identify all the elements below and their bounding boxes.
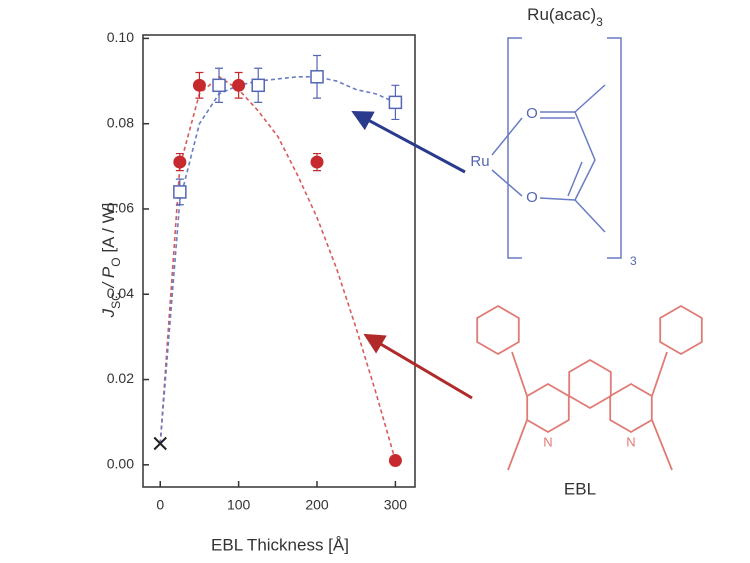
point: [310, 70, 324, 84]
ring: [659, 304, 703, 356]
point: [310, 155, 324, 169]
point: [192, 78, 206, 92]
ring: [476, 304, 520, 356]
structure-title: Ru(acac)3: [527, 5, 603, 29]
ring: [526, 382, 570, 434]
ru-acac-structure: [491, 37, 622, 259]
ring: [568, 358, 612, 410]
y-tick-label: 0.04: [107, 285, 134, 301]
ring: [609, 382, 653, 434]
ebl-structure: [476, 304, 703, 471]
atom-label: Ru: [470, 153, 489, 170]
y-tick-label: 0.10: [107, 29, 134, 45]
subscript-label: 3: [630, 254, 637, 268]
atom-label: O: [526, 189, 538, 206]
y-tick-label: 0.00: [107, 456, 134, 472]
y-label-part: J: [99, 308, 118, 318]
point: [153, 436, 167, 451]
y-label-part: O: [109, 257, 123, 266]
arrow: [363, 333, 473, 400]
x-tick-label: 300: [384, 497, 408, 513]
y-label-part: / P: [99, 266, 118, 292]
y-tick-label: 0.08: [107, 114, 134, 130]
x-axis-label: EBL Thickness [Å]: [211, 535, 349, 554]
y-tick-label: 0.06: [107, 200, 134, 216]
fit-line: [159, 75, 396, 444]
atom-label: O: [526, 105, 538, 122]
structure-label: EBL: [564, 479, 596, 498]
y-axis-label: JSC / PO [A / W]: [99, 203, 123, 319]
title-part: Ru(acac): [527, 5, 596, 24]
point: [388, 454, 402, 468]
x-tick-label: 0: [156, 497, 164, 513]
y-label-part: SC: [109, 292, 123, 309]
point: [212, 78, 226, 93]
arrow: [351, 111, 466, 174]
atom-label: N: [543, 434, 552, 449]
point: [173, 155, 187, 169]
x-tick-label: 200: [305, 497, 329, 513]
point: [388, 95, 403, 110]
atom-label: N: [626, 434, 635, 449]
point: [173, 185, 187, 199]
title-part: 3: [596, 15, 603, 29]
y-tick-label: 0.02: [107, 370, 134, 386]
bond: [507, 351, 673, 471]
fit-line: [159, 75, 397, 461]
point: [251, 78, 265, 93]
y-label-part: [A / W]: [99, 203, 118, 258]
x-tick-label: 100: [227, 497, 251, 513]
plot-frame: [142, 34, 416, 488]
point: [232, 78, 246, 92]
